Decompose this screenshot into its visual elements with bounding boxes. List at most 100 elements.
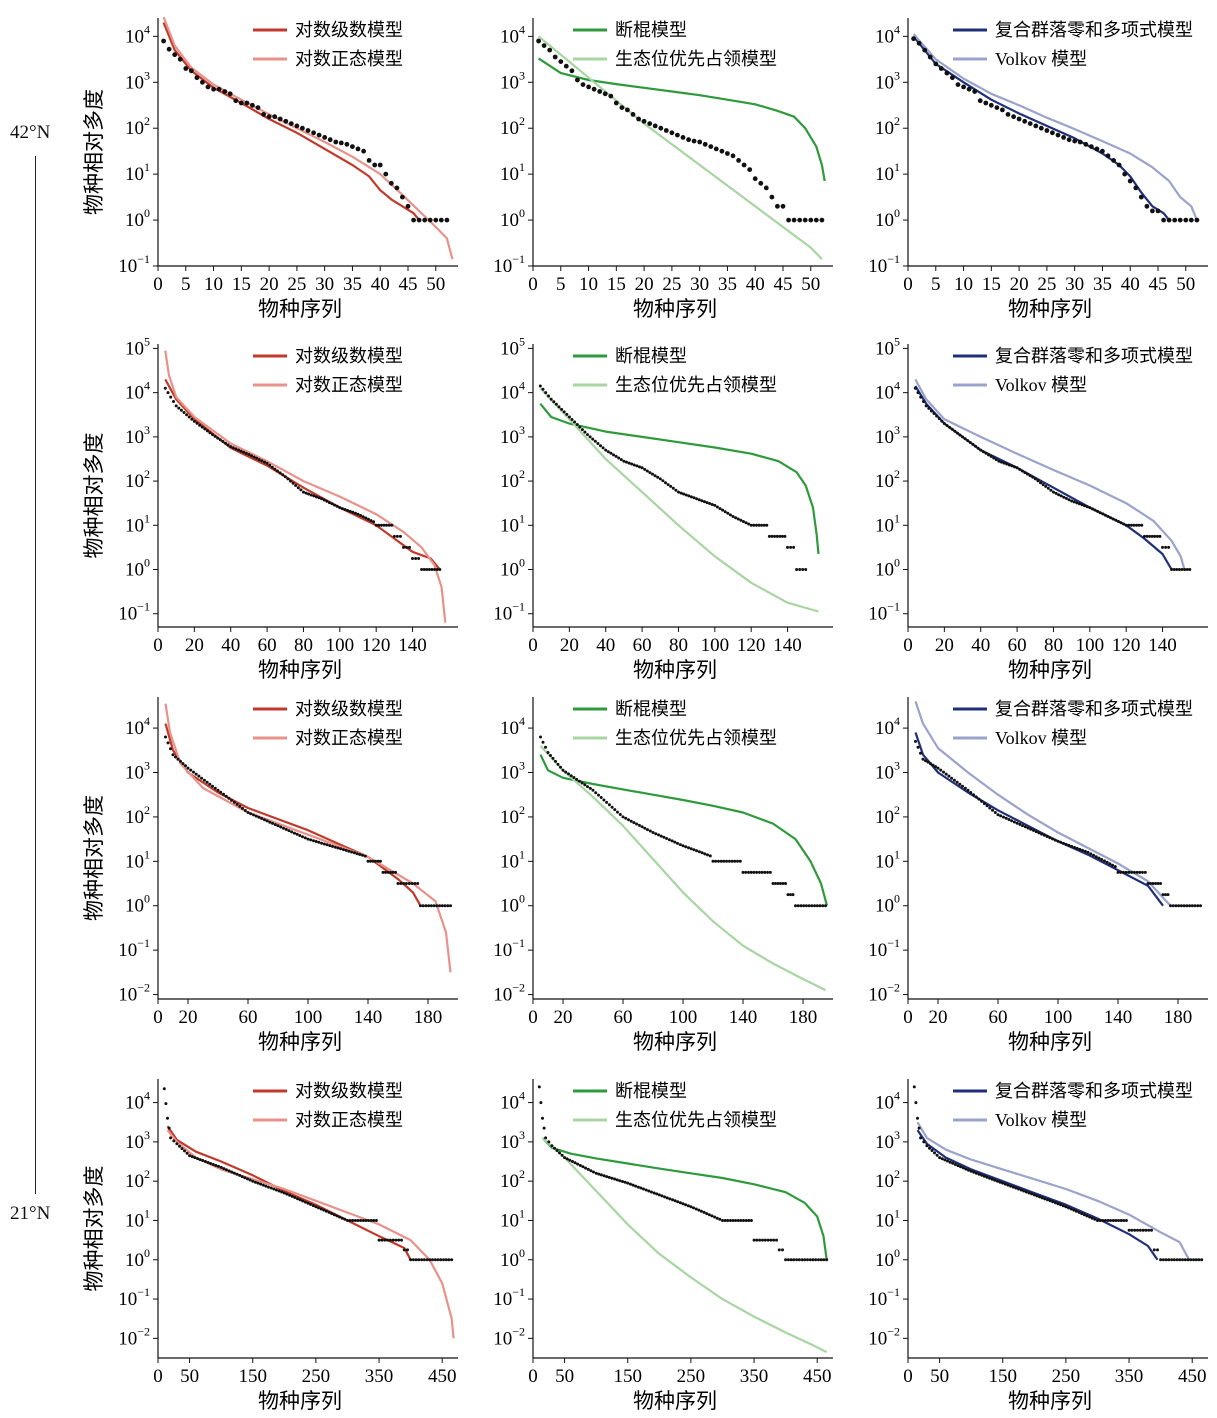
data-point — [1002, 461, 1006, 465]
data-point — [953, 429, 957, 433]
data-point — [190, 417, 194, 421]
y-tick-label: 105 — [125, 334, 150, 359]
data-point — [252, 813, 255, 817]
x-tick-label: 5 — [931, 274, 941, 295]
data-point — [599, 444, 602, 448]
data-point — [364, 1219, 368, 1222]
x-tick-label: 120 — [362, 635, 391, 656]
data-point — [932, 412, 936, 415]
data-point — [604, 448, 608, 452]
data-point — [1037, 831, 1041, 835]
data-point — [819, 1258, 823, 1262]
data-point — [311, 1204, 315, 1208]
x-tick-label: 20 — [185, 635, 204, 656]
data-point — [180, 1147, 184, 1151]
data-point — [964, 1167, 968, 1171]
data-point — [765, 523, 769, 527]
data-point — [680, 135, 686, 140]
x-tick-label: 140 — [1104, 1007, 1133, 1028]
data-point — [588, 786, 592, 790]
data-point — [754, 523, 758, 527]
data-point — [625, 107, 630, 113]
data-point — [613, 100, 619, 106]
series-line — [912, 33, 1198, 221]
series-line — [164, 350, 447, 623]
data-point — [1022, 118, 1028, 124]
data-point — [1007, 463, 1011, 467]
y-tick-label: 104 — [125, 714, 150, 739]
data-point — [1158, 534, 1162, 538]
legend-label: 对数正态模型 — [295, 49, 403, 69]
data-point — [547, 1140, 551, 1144]
data-point — [1023, 825, 1027, 829]
data-point — [615, 1178, 619, 1182]
x-tick-label: 10 — [579, 274, 598, 295]
data-point — [538, 384, 542, 388]
data-point — [200, 776, 204, 780]
data-point — [968, 441, 972, 444]
data-point — [819, 217, 825, 223]
data-point — [591, 86, 597, 92]
data-point — [818, 904, 822, 908]
data-point — [1083, 141, 1089, 147]
data-point — [971, 442, 975, 446]
data-point — [447, 1258, 451, 1262]
data-point — [280, 1190, 284, 1194]
data-point — [825, 1258, 829, 1262]
legend-label: 对数级数模型 — [295, 699, 403, 719]
data-point — [632, 463, 636, 467]
data-point — [325, 499, 329, 503]
data-point — [348, 509, 352, 513]
data-point — [427, 217, 433, 223]
data-point — [1108, 862, 1112, 866]
data-point — [922, 47, 928, 53]
data-point — [306, 1201, 310, 1205]
data-point — [1127, 870, 1131, 874]
data-point — [575, 77, 580, 83]
data-point — [586, 433, 589, 437]
data-point — [276, 824, 280, 828]
data-point — [677, 490, 680, 494]
data-point — [1088, 506, 1092, 510]
y-tick-label: 10−1 — [493, 1285, 525, 1310]
data-point — [646, 828, 649, 832]
data-point — [695, 849, 699, 853]
data-point — [369, 859, 372, 863]
legend-label: 复合群落零和多项式模型 — [995, 699, 1193, 719]
data-point — [331, 844, 334, 848]
x-tick-label: 150 — [238, 1366, 267, 1387]
data-point — [794, 904, 797, 908]
data-point — [692, 848, 696, 852]
data-point — [169, 395, 173, 399]
x-tick-label: 30 — [315, 274, 334, 295]
data-point — [172, 400, 175, 403]
data-point — [707, 1213, 711, 1217]
data-point — [808, 217, 814, 223]
data-point — [1046, 1198, 1049, 1202]
x-tick-label: 5 — [556, 274, 566, 295]
data-point — [1145, 534, 1149, 538]
y-tick-label: 101 — [500, 511, 525, 536]
data-point — [591, 788, 595, 792]
data-point — [581, 1165, 585, 1169]
data-point — [621, 815, 625, 819]
chart-panel-4-2: 10−2 10−1 100 101 102 103 104 0 50 150 250 350 450 物种… — [493, 1079, 833, 1413]
y-tick-label: 101 — [875, 1206, 900, 1231]
data-point — [327, 1210, 331, 1214]
data-point — [939, 768, 943, 772]
data-point — [637, 823, 641, 827]
data-point — [230, 1170, 234, 1174]
data-point — [1016, 116, 1022, 122]
data-point — [226, 443, 230, 447]
data-point — [243, 809, 247, 812]
y-tick-label: 104 — [875, 22, 900, 47]
data-point — [671, 486, 675, 490]
data-point — [667, 838, 671, 842]
y-tick-label: 104 — [875, 714, 900, 739]
legend-label: Volkov 模型 — [995, 1110, 1087, 1130]
y-tick-label: 102 — [125, 114, 150, 139]
data-point — [797, 217, 803, 223]
data-point — [1075, 501, 1079, 505]
data-point — [369, 519, 373, 523]
data-point — [974, 795, 978, 799]
